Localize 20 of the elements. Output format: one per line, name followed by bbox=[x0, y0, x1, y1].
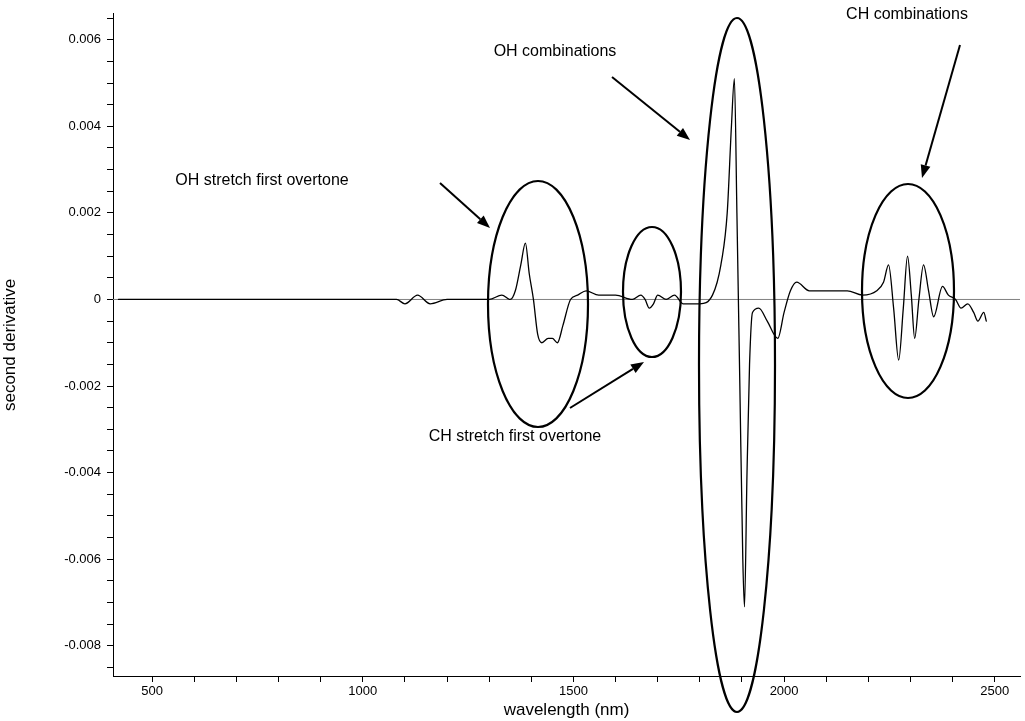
annotation: CH stretch first overtone bbox=[428, 427, 602, 445]
y-tick-label: -0.008 bbox=[64, 637, 101, 653]
x-tick-label: 500 bbox=[141, 683, 164, 699]
annotation: CH combinations bbox=[846, 5, 968, 23]
x-axis-title: wavelength (nm) bbox=[502, 700, 630, 720]
y-tick-label: 0.002 bbox=[68, 204, 101, 220]
annotation: OH stretch first overtone bbox=[175, 171, 349, 189]
line-series bbox=[117, 78, 987, 608]
x-tick-label: 1000 bbox=[348, 683, 378, 699]
y-tick-label: 0.006 bbox=[68, 31, 101, 47]
y-tick-label: 0.004 bbox=[68, 117, 101, 133]
y-tick-label: -0.004 bbox=[64, 464, 101, 480]
x-tick-label: 2000 bbox=[769, 683, 799, 699]
y-tick-label: -0.006 bbox=[64, 550, 101, 566]
y-tick-label: 0 bbox=[93, 291, 101, 307]
y-tick-label: -0.002 bbox=[64, 377, 101, 393]
y-axis-title: second derivative bbox=[0, 278, 19, 412]
x-tick-label: 1500 bbox=[558, 683, 588, 699]
x-tick-label: 2500 bbox=[980, 683, 1010, 699]
annotation: OH combinations bbox=[493, 42, 617, 60]
